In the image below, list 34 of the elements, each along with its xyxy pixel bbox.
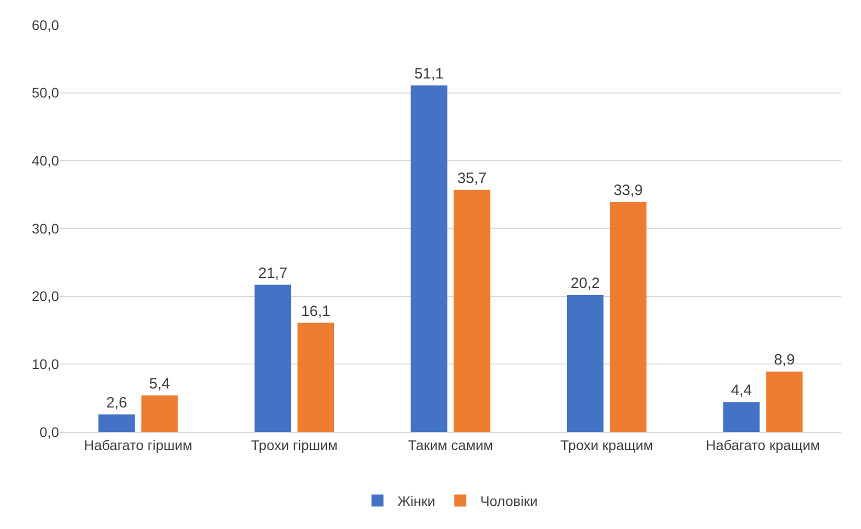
- legend-label: Чоловіки: [480, 492, 538, 509]
- data-label: 21,7: [258, 264, 288, 282]
- data-label: 2,6: [106, 394, 128, 412]
- x-tick-label: Набагато кращим: [706, 436, 820, 453]
- bar: [566, 294, 604, 432]
- y-tick-label: 20,0: [32, 288, 60, 304]
- y-tick-label: 30,0: [32, 220, 60, 236]
- bar: [98, 414, 135, 432]
- bar: [410, 85, 448, 432]
- data-label: 33,9: [614, 182, 643, 200]
- bar: [254, 284, 292, 432]
- bar: [610, 202, 646, 432]
- legend-label: Жінки: [398, 492, 436, 509]
- y-tick-label: 10,0: [32, 356, 60, 372]
- x-tick-label: Набагато гіршим: [84, 436, 192, 453]
- bar: [723, 402, 760, 432]
- data-label: 51,1: [414, 65, 444, 82]
- bar: [766, 372, 803, 432]
- data-label: 8,9: [774, 352, 795, 369]
- y-tick-label: 60,0: [32, 16, 60, 33]
- x-tick-label: Трохи гіршим: [251, 436, 338, 453]
- y-tick-label: 40,0: [32, 152, 60, 169]
- y-tick-label: 0,0: [40, 424, 60, 440]
- x-tick-label: Трохи кращим: [560, 436, 653, 453]
- data-label: 4,4: [730, 382, 752, 400]
- y-tick-label: 50,0: [32, 84, 60, 101]
- data-label: 20,2: [570, 274, 600, 292]
- bar: [454, 190, 490, 432]
- x-tick-label: Таким самим: [408, 436, 494, 453]
- data-label: 5,4: [149, 375, 170, 392]
- data-label: 35,7: [457, 170, 487, 187]
- bar: [298, 322, 334, 432]
- bar: [141, 395, 178, 432]
- data-label: 16,1: [301, 302, 330, 320]
